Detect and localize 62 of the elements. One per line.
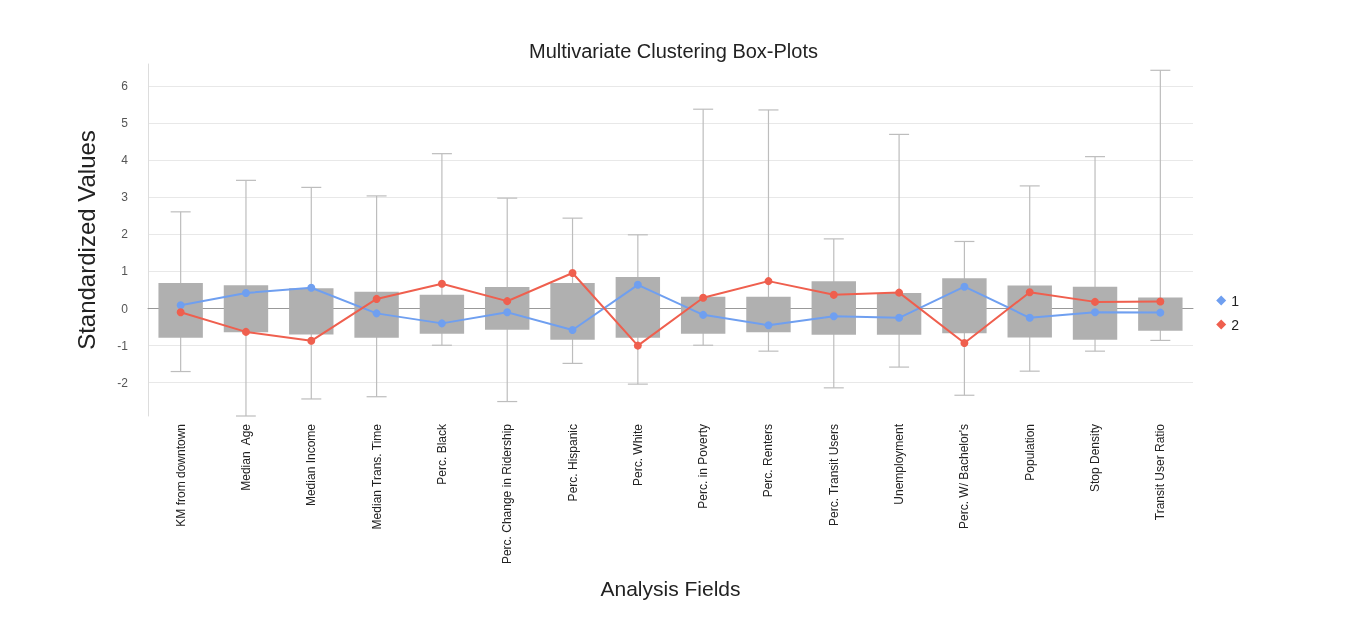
point	[829, 290, 838, 299]
x-tick-label: Perc. Renters	[761, 424, 776, 498]
point	[1091, 308, 1100, 317]
y-tick-label: 4	[121, 153, 129, 168]
point	[1025, 288, 1034, 297]
point	[503, 308, 512, 317]
point	[307, 283, 316, 292]
point	[633, 280, 642, 289]
point	[568, 268, 577, 277]
chart-title: Multivariate Clustering Box-Plots	[529, 40, 818, 62]
x-tick-label: Perc. White	[630, 423, 645, 487]
legend-label: 1	[1231, 292, 1240, 309]
x-tick-label: Perc. in Poverty	[696, 424, 711, 509]
y-tick-label: 5	[121, 116, 129, 131]
point	[960, 282, 969, 291]
y-tick-label: 3	[121, 190, 129, 205]
y-axis-title: Standardized Values	[72, 130, 100, 350]
point	[1156, 297, 1165, 306]
point	[633, 341, 642, 350]
point	[176, 308, 185, 317]
x-tick-label: Median Income	[304, 423, 319, 507]
x-tick-label: Transit User Ratio	[1153, 423, 1168, 521]
x-tick-label: Perc. Hispanic	[565, 424, 580, 502]
point	[829, 312, 838, 321]
legend-label: 2	[1231, 316, 1240, 333]
point	[1156, 308, 1165, 317]
point	[699, 310, 708, 319]
point	[764, 321, 773, 330]
x-tick-label: Perc. Transit Users	[826, 424, 841, 527]
x-tick-label: Median Trans. Time	[369, 423, 384, 530]
point	[437, 279, 446, 288]
y-tick-label: -2	[117, 375, 129, 390]
point	[1025, 313, 1034, 322]
point	[307, 336, 316, 345]
x-tick-label: Perc. Black	[434, 423, 449, 485]
y-tick-label: 6	[121, 79, 129, 94]
x-tick-label: Perc. W/ Bachelor's	[957, 424, 972, 529]
point	[568, 326, 577, 335]
x-tick-label: Perc. Change in Ridership	[500, 423, 515, 565]
point	[895, 313, 904, 322]
y-tick-label: 1	[121, 264, 129, 279]
point	[895, 288, 904, 297]
point	[372, 309, 381, 318]
x-tick-label: Median Age	[238, 423, 253, 491]
point	[764, 277, 773, 286]
point	[699, 293, 708, 302]
x-axis-title: Analysis Fields	[600, 577, 741, 600]
x-tick-label: Unemployment	[892, 423, 907, 505]
x-tick-label: KM from downtown	[173, 424, 188, 527]
point	[372, 294, 381, 303]
y-tick-label: 2	[121, 227, 129, 242]
y-tick-label: -1	[117, 338, 129, 353]
point	[241, 327, 250, 336]
point	[503, 297, 512, 306]
point	[1091, 297, 1100, 306]
x-tick-label: Population	[1022, 424, 1037, 481]
x-tick-label: Stop Density	[1088, 424, 1103, 493]
point	[241, 288, 250, 297]
point	[437, 319, 446, 328]
y-tick-label: 0	[121, 301, 129, 316]
point	[176, 301, 185, 310]
point	[960, 339, 969, 347]
